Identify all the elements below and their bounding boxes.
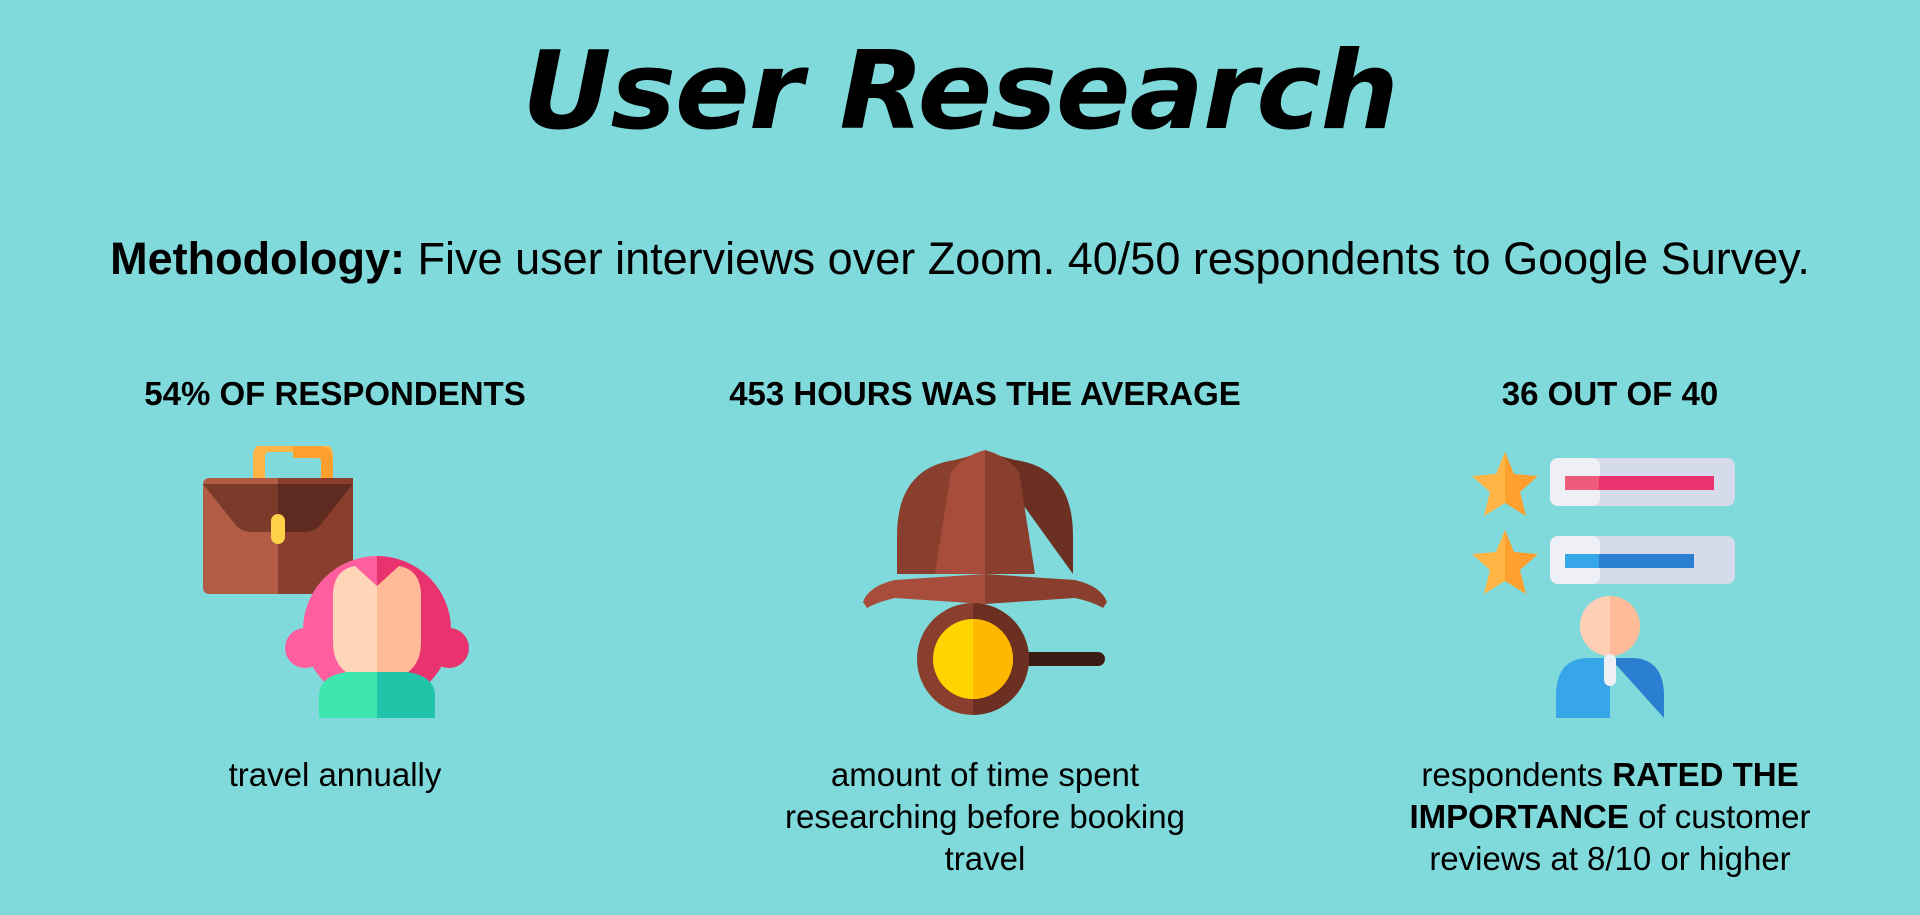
stat-heading: 54% OF RESPONDENTS xyxy=(144,375,526,412)
page-title: User Research xyxy=(522,29,1399,154)
detective-hat-magnifier-icon xyxy=(690,446,1280,726)
stat-heading: 453 HOURS WAS THE AVERAGE xyxy=(729,375,1241,412)
traveler-briefcase-icon xyxy=(95,446,575,726)
caption-line: travel xyxy=(944,840,1026,877)
star-rating-reviewer-icon xyxy=(1365,446,1855,726)
methodology-label: Methodology: xyxy=(110,233,406,284)
caption-line: researching before booking xyxy=(785,798,1185,835)
methodology-statement: Methodology: Five user interviews over Z… xyxy=(0,234,1920,284)
caption-text: respondents xyxy=(1421,756,1613,793)
caption-line: amount of time spent xyxy=(830,756,1140,793)
stat-card-review-importance: 36 OUT OF 40 responde xyxy=(1365,374,1855,877)
stat-caption: travel annually xyxy=(228,756,442,793)
stat-card-research-time: 453 HOURS WAS THE AVERAGE amount of time… xyxy=(690,374,1280,877)
caption-text: of customer reviews at 8/10 or higher xyxy=(1429,798,1811,877)
methodology-text: Five user interviews over Zoom. 40/50 re… xyxy=(405,233,1810,284)
stat-caption: respondents RATED THE IMPORTANCE of cust… xyxy=(1365,754,1855,880)
caption-emphasis: RATED THE IMPORTANCE xyxy=(1409,756,1799,835)
stat-card-travel-frequency: 54% OF RESPONDENTS travel annually xyxy=(95,374,575,793)
stat-caption: amount of time spent researching before b… xyxy=(690,754,1280,880)
stat-heading: 36 OUT OF 40 xyxy=(1501,375,1719,412)
